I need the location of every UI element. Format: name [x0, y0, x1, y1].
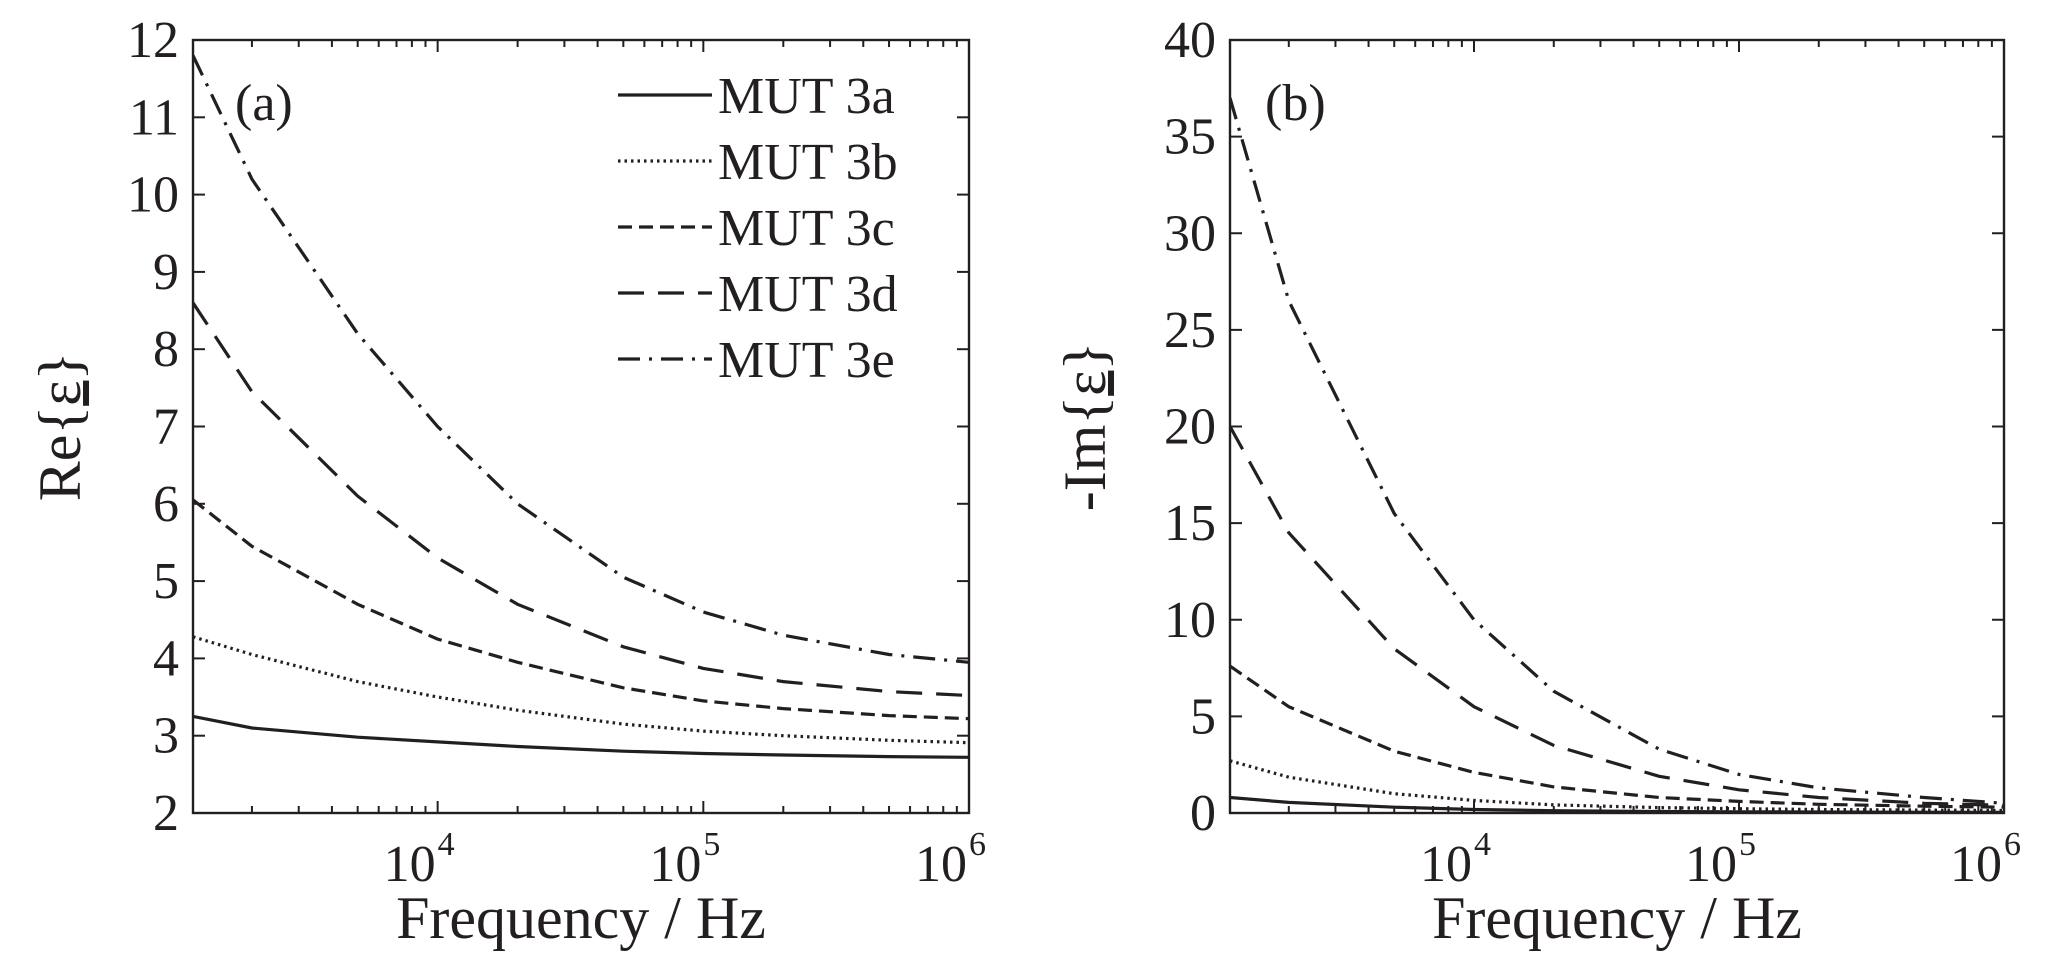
- y-tick-label: 10: [127, 167, 179, 224]
- panel-label: (a): [235, 75, 293, 132]
- x-tick-exponent: 4: [438, 826, 455, 863]
- series-line-mut-3d: [193, 301, 969, 698]
- legend-label: MUT 3b: [718, 134, 898, 191]
- series-line-mut-3e: [193, 54, 969, 664]
- y-axis-title-symbol: ε: [27, 381, 93, 406]
- x-tick-label: 10: [649, 836, 701, 893]
- y-axis-title-brace: }: [27, 352, 93, 381]
- series-line-mut-3b: [193, 635, 969, 745]
- series-group: [193, 54, 969, 759]
- legend: MUT 3a MUT 3b MUT 3c MUT 3d MUT 3e: [618, 68, 898, 389]
- y-tick-label: 5: [1190, 688, 1216, 745]
- y-tick-label: 11: [129, 89, 179, 146]
- y-tick-label: 40: [1164, 12, 1216, 69]
- y-tick-label: 15: [1164, 495, 1216, 552]
- y-axis-title: -Im{ε}: [1052, 342, 1118, 511]
- x-tick-exponent: 5: [703, 826, 720, 863]
- y-axis-title-symbol: ε: [1052, 371, 1118, 396]
- y-axis-title: Re{ε}: [27, 352, 93, 501]
- y-axis-title-prefix: -Im: [1052, 425, 1118, 512]
- series-line-mut-3a: [193, 714, 969, 759]
- legend-label: MUT 3e: [718, 332, 895, 389]
- y-axis-title-brace: {: [1052, 396, 1118, 425]
- x-tick-label: 10: [384, 836, 436, 893]
- series-line-mut-3e: [1230, 97, 2004, 805]
- y-tick-label: 25: [1164, 302, 1216, 359]
- y-tick-label: 7: [153, 399, 179, 456]
- x-tick-exponent: 6: [969, 826, 986, 863]
- y-axis-title-prefix: Re: [27, 435, 93, 502]
- x-tick-exponent: 6: [2004, 826, 2021, 863]
- legend-label: MUT 3c: [718, 200, 895, 257]
- y-tick-label: 5: [153, 553, 179, 610]
- series-line-mut-3b: [1230, 759, 2004, 813]
- series-line-mut-3c: [193, 498, 969, 721]
- y-tick-label: 35: [1164, 109, 1216, 166]
- y-tick-label: 4: [153, 630, 179, 687]
- y-tick-label: 30: [1164, 205, 1216, 262]
- y-tick-label: 8: [153, 321, 179, 378]
- x-axis-title: Frequency / Hz: [396, 885, 766, 951]
- x-tick-label: 10: [1420, 836, 1472, 893]
- x-tick-exponent: 5: [1739, 826, 1756, 863]
- x-tick-label: 10: [1950, 836, 2002, 893]
- y-tick-label: 10: [1164, 592, 1216, 649]
- legend-label: MUT 3a: [718, 68, 895, 125]
- series-line-mut-3d: [1230, 425, 2004, 807]
- x-tick-label: 10: [1685, 836, 1737, 893]
- y-tick-label: 9: [153, 244, 179, 301]
- legend-label: MUT 3d: [718, 266, 898, 323]
- x-tick-label: 10: [915, 836, 967, 893]
- y-axis-title-brace: }: [1052, 342, 1118, 371]
- x-axis-title: Frequency / Hz: [1432, 885, 1802, 951]
- series-line-mut-3c: [1230, 664, 2004, 809]
- y-tick-label: 0: [1190, 785, 1216, 842]
- y-tick-label: 3: [153, 708, 179, 765]
- y-tick-label: 20: [1164, 399, 1216, 456]
- y-tick-label: 2: [153, 785, 179, 842]
- x-tick-exponent: 4: [1474, 826, 1491, 863]
- panel-label: (b): [1265, 75, 1326, 132]
- y-axis-title-brace: {: [27, 406, 93, 435]
- series-group: [1230, 97, 2004, 813]
- y-tick-label: 12: [127, 12, 179, 69]
- plot-frame: [1228, 38, 2006, 815]
- y-tick-label: 6: [153, 476, 179, 533]
